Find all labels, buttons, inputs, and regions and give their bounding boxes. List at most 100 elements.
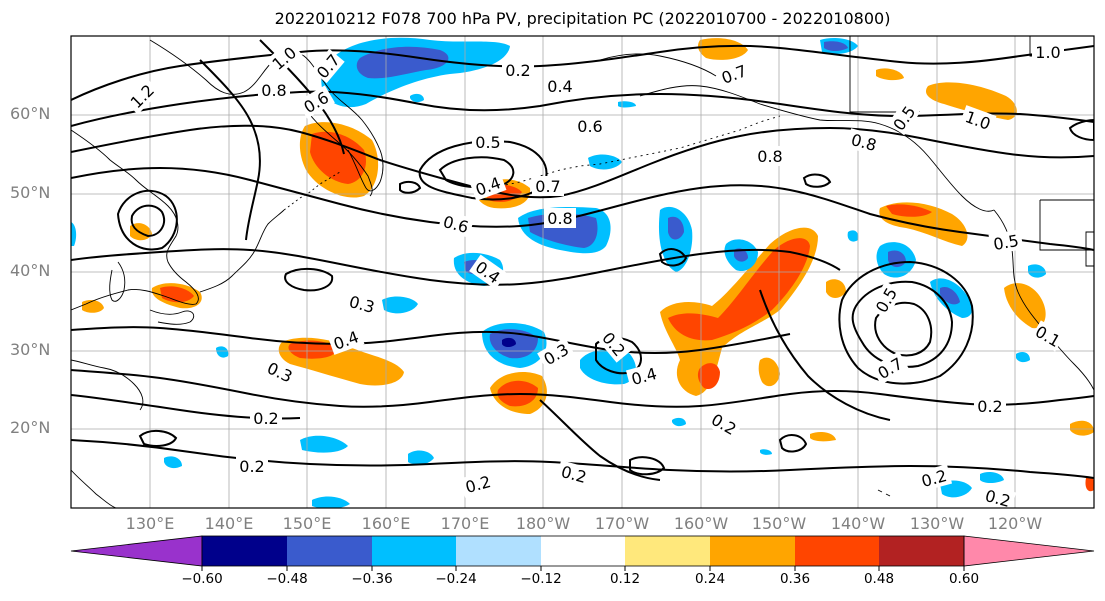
pv-contour — [778, 434, 808, 453]
precip-negative-region — [940, 286, 960, 305]
precip-negative-region — [312, 496, 350, 508]
pv-contour — [874, 301, 933, 357]
pv-contour — [71, 44, 1094, 101]
lat-label-60n: 60°N — [10, 104, 51, 123]
hawaii-islands — [877, 489, 891, 497]
lat-label-50n: 50°N — [10, 183, 51, 202]
contour-label: 0.8 — [849, 130, 879, 155]
contour-label: 0.3 — [347, 292, 377, 317]
korea-coastline — [109, 261, 126, 302]
precip-positive-region — [1085, 476, 1094, 492]
pv-contour — [838, 260, 974, 385]
precip-negative-region — [980, 472, 1004, 483]
precip-positive-region — [925, 82, 1017, 120]
colorbar-tick-label: 0.48 — [863, 571, 895, 587]
lon-label-150e: 150°E — [282, 514, 332, 533]
lat-label-40n: 40°N — [10, 261, 51, 280]
japan-coastline — [199, 209, 285, 293]
precip-positive-region — [1070, 420, 1094, 436]
colorbar-min-extension — [70, 535, 203, 567]
pv-contour — [802, 173, 832, 188]
lon-label-160w: 160°W — [673, 514, 729, 533]
colorbar-segment — [456, 536, 541, 566]
pv-contour — [130, 204, 166, 238]
pv-contour — [438, 156, 515, 189]
pv-contour — [116, 189, 178, 251]
precip-negative-region — [71, 222, 77, 246]
precip-positive-region — [810, 432, 836, 442]
okhotsk-coastline — [149, 39, 384, 192]
contour-label: 0.8 — [261, 81, 286, 100]
asia-coastline — [71, 129, 199, 311]
pv-contour — [658, 248, 688, 267]
precip-positive-region — [698, 38, 748, 60]
precip-negative-region — [734, 248, 748, 262]
pv-contour — [71, 248, 841, 286]
precip-negative-region — [824, 41, 848, 51]
pv-contours — [71, 39, 1094, 481]
precip-positive-region — [886, 204, 932, 217]
precip-negative-region — [940, 480, 972, 498]
pv-contour — [539, 399, 661, 481]
pv-contour — [71, 90, 1094, 127]
lon-label-140w: 140°W — [830, 514, 886, 533]
contour-label: 0.2 — [505, 61, 530, 80]
alaska-coastline — [639, 85, 995, 212]
contour-label: 0.8 — [757, 147, 782, 166]
precip-negative-region — [356, 46, 449, 79]
contour-label: 0.2 — [977, 397, 1002, 416]
contour-label: 0.5 — [992, 231, 1020, 254]
pv-contour — [71, 326, 791, 354]
precip-positive-region — [310, 131, 367, 184]
contour-label: 0.6 — [441, 212, 471, 237]
colorbar-tick-label: 0.60 — [948, 571, 980, 587]
pv-contour — [71, 124, 1094, 199]
colorbar-tick-label: 0.12 — [609, 571, 641, 587]
contour-label: 0.2 — [253, 409, 278, 428]
contour-label: 0.4 — [547, 77, 572, 96]
kuril-islands — [283, 171, 341, 211]
precip-negative-region — [300, 435, 348, 453]
contour-label: 0.8 — [547, 209, 572, 228]
lon-label-140e: 140°E — [204, 514, 254, 533]
lat-label-20n: 20°N — [10, 418, 51, 437]
precip-positive-region — [160, 286, 194, 303]
pv-contour — [138, 430, 178, 447]
colorbar-tick-label: 0.24 — [694, 571, 726, 587]
precip-positive-region — [288, 340, 338, 359]
lon-label-180w: 180°W — [515, 514, 571, 533]
precip-negative-region — [164, 456, 182, 469]
pv-contour — [284, 268, 334, 292]
contour-label: 0.7 — [535, 177, 560, 196]
colorbar-segment — [879, 536, 964, 566]
pv-contour — [759, 289, 891, 421]
lon-label-130w: 130°W — [909, 514, 965, 533]
pv-contour — [71, 166, 1094, 251]
precip-negative-region — [502, 337, 516, 347]
pv-contour — [1068, 118, 1094, 142]
precip-negative-region — [216, 346, 229, 358]
precip-negative-region — [588, 154, 622, 170]
precip-negative-region — [1028, 264, 1046, 278]
pv-contour — [399, 180, 422, 194]
philippines-coastline — [71, 469, 117, 508]
precip-positive-region — [826, 279, 846, 298]
colorbar-tick-label: −0.12 — [520, 571, 562, 587]
map-frame — [70, 35, 1095, 509]
precip-negative-region — [760, 449, 772, 455]
lon-label-160e: 160°E — [361, 514, 411, 533]
precip-positive-region — [82, 300, 104, 313]
lon-label-130e: 130°E — [125, 514, 175, 533]
colorbar-tick-label: −0.24 — [435, 571, 477, 587]
colorbar-segment — [372, 536, 456, 566]
pv-contour — [629, 456, 666, 476]
colorbar-segment — [795, 536, 879, 566]
precip-negative-region — [382, 296, 418, 314]
precip-negative-region — [408, 450, 434, 465]
colorbar-segment — [710, 536, 795, 566]
precip-positive-region — [668, 238, 810, 341]
contour-label: 0.5 — [475, 133, 500, 152]
precip-positive-region — [876, 68, 904, 81]
lon-label-170e: 170°E — [440, 514, 490, 533]
